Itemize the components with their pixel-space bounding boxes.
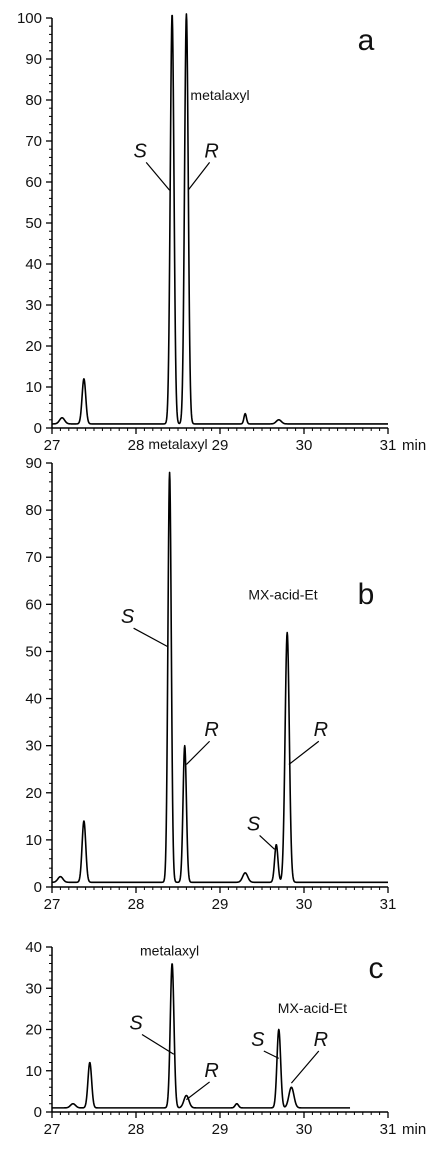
y-tick-label: 20 [25,1022,42,1039]
y-tick-label: 40 [25,691,42,708]
y-tick-label: 80 [25,502,42,519]
enantiomer-label: R [314,1029,328,1051]
x-tick-label: 27 [44,437,61,454]
x-tick-label: 30 [296,896,313,913]
x-tick-label: 30 [296,437,313,454]
leader-line [141,1033,175,1055]
y-tick-label: 30 [25,738,42,755]
compound-label: metalaxyl [148,436,207,452]
y-tick-label: 70 [25,549,42,566]
leader-line [186,1081,210,1101]
chromatogram-trace [51,471,389,884]
leader-line [288,740,320,765]
y-tick-label: 100 [17,10,42,27]
x-tick-label: 30 [296,1121,313,1138]
y-tick-label: 60 [25,596,42,613]
x-tick-label: 31 [380,1121,397,1138]
enantiomer-label: S [121,606,135,628]
leader-line [133,627,169,648]
x-tick-label: 29 [212,437,229,454]
x-tick-label: 31 [380,896,397,913]
leader-line [187,162,211,191]
y-tick-label: 40 [25,939,42,956]
enantiomer-label: R [204,1060,218,1082]
y-tick-label: 20 [25,338,42,355]
chart-panel-c: 0 10 20 30 40 27 28 29 30 31 min c metalaxyl MX-acid-… [25,939,426,1138]
compound-label: metalaxyl [140,942,199,958]
x-tick-label: 28 [128,437,145,454]
leader-line [290,1050,320,1084]
x-tick-label: 28 [128,1121,145,1138]
chromatogram-trace [51,13,389,425]
leader-line [145,162,171,191]
y-tick-label: 40 [25,256,42,273]
y-tick-label: 90 [25,51,42,68]
panel-letter: b [358,578,375,611]
y-tick-label: 30 [25,297,42,314]
panel-letter: a [358,24,375,57]
y-tick-label: 80 [25,92,42,109]
y-tick-label: 10 [25,379,42,396]
y-tick-label: 30 [25,980,42,997]
x-unit-label: min [402,437,426,454]
enantiomer-label: S [134,140,148,162]
y-tick-label: 70 [25,133,42,150]
x-tick-label: 27 [44,1121,61,1138]
enantiomer-label: S [251,1029,265,1051]
chart-panel-a: 0 10 20 30 40 50 60 70 80 90 100 27 28 29 30 31 min a meta… [17,10,426,454]
y-tick-label: 50 [25,215,42,232]
y-tick-label: 10 [25,1063,42,1080]
enantiomer-label: S [129,1013,143,1035]
x-tick-label: 31 [380,437,397,454]
leader-line [185,740,211,765]
x-tick-label: 27 [44,896,61,913]
y-tick-label: 50 [25,643,42,660]
leader-line [263,1050,280,1059]
compound-label: metalaxyl [190,87,249,103]
x-tick-label: 29 [212,1121,229,1138]
x-tick-label: 29 [212,896,229,913]
leader-line [259,835,276,850]
enantiomer-label: S [247,813,261,835]
compound-label: MX-acid-Et [248,587,317,603]
y-tick-label: 10 [25,832,42,849]
panel-letter: c [369,952,384,985]
x-tick-label: 28 [128,896,145,913]
y-tick-label: 0 [34,420,42,437]
enantiomer-label: R [204,140,218,162]
chromatogram-trace [51,963,351,1109]
y-tick-label: 60 [25,174,42,191]
y-tick-label: 0 [34,879,42,896]
y-tick-label: 90 [25,455,42,472]
y-tick-label: 20 [25,785,42,802]
enantiomer-label: R [204,719,218,741]
enantiomer-label: R [314,719,328,741]
y-tick-label: 0 [34,1104,42,1121]
compound-label: MX-acid-Et [278,1000,347,1016]
x-unit-label: min [402,1121,426,1138]
